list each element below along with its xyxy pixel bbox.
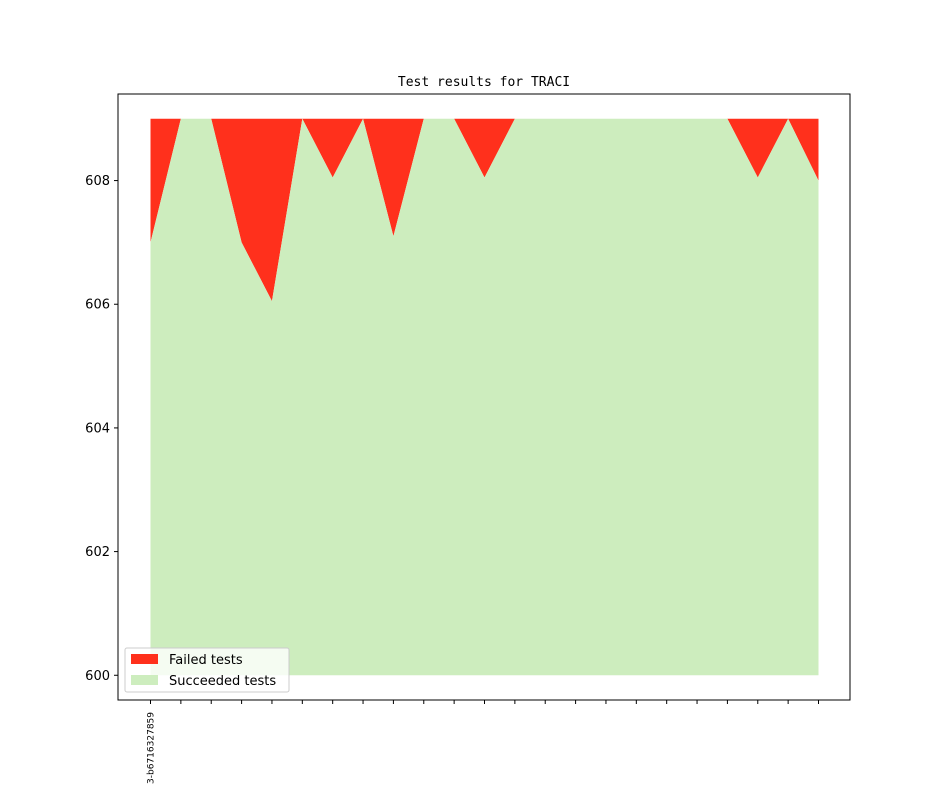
y-tick-label: 600 xyxy=(85,669,110,684)
legend-label-succeeded: Succeeded tests xyxy=(169,674,276,689)
x-tick-label: 3-b6716327859 xyxy=(147,712,157,784)
legend-swatch-succeeded xyxy=(131,675,158,685)
x-axis: 3-b6716327859 xyxy=(147,700,819,784)
y-tick-label: 602 xyxy=(85,545,110,560)
legend-box xyxy=(124,647,290,693)
series-area-succeeded xyxy=(150,118,819,676)
plot-area xyxy=(150,118,819,676)
y-axis: 600 602 604 606 608 xyxy=(85,174,118,684)
chart-title: Test results for TRACI xyxy=(398,75,570,90)
legend-swatch-failed xyxy=(131,654,158,664)
y-tick-label: 608 xyxy=(85,174,110,189)
y-tick-label: 606 xyxy=(85,298,110,313)
legend-label-failed: Failed tests xyxy=(169,653,243,668)
legend: Failed tests Succeeded tests xyxy=(124,647,290,693)
series-area-failed xyxy=(150,118,819,302)
y-tick-label: 604 xyxy=(85,421,110,436)
